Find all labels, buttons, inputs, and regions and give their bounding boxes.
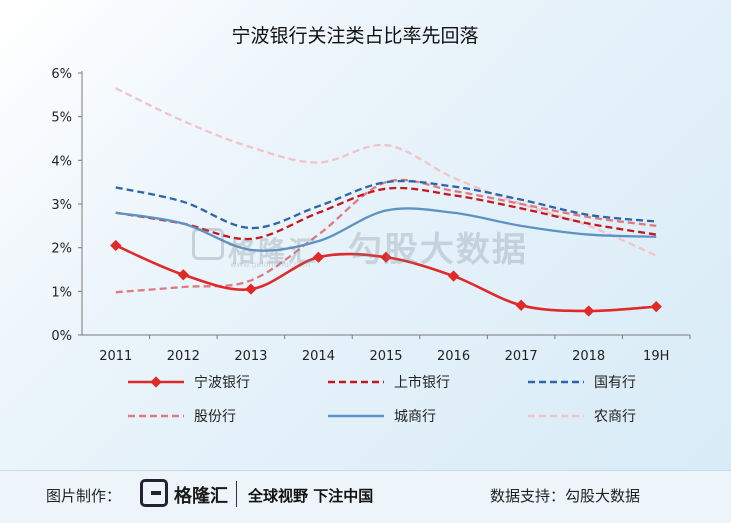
watermark-logo-icon (192, 228, 224, 260)
y-tick-label: 1% (51, 285, 72, 300)
legend-label: 国有行 (594, 375, 636, 391)
legend-marker (150, 376, 162, 388)
data-point (583, 305, 595, 317)
y-tick-label: 6% (51, 67, 72, 82)
x-tick-label: 19H (643, 349, 669, 364)
series-line (115, 178, 657, 294)
gelonghui-logo-icon (140, 479, 168, 507)
data-point (447, 270, 460, 282)
logo-text: 格隆汇 (174, 486, 228, 507)
slogan: 全球视野 下注中国 (248, 487, 374, 505)
chart-axes: 0% 1% 2% 3% 4% 5% 6% 2011 2012 2013 2014 2015 2016 20… (51, 67, 691, 364)
data-point (245, 283, 257, 295)
series-line (115, 207, 657, 252)
watermark-brand: 格隆汇 (228, 235, 319, 268)
y-tick-label: 4% (51, 154, 72, 169)
watermark-url: www.gelonghui.com (230, 260, 311, 269)
legend-label: 宁波银行 (194, 374, 250, 391)
chart-title: 宁波银行关注类占比率先回落 (231, 25, 478, 47)
data-point (515, 299, 527, 311)
credit-label: 图片制作： (46, 487, 122, 505)
x-tick-label: 2014 (302, 349, 335, 364)
y-tick-label: 3% (51, 198, 72, 213)
x-tick-label: 2013 (234, 349, 267, 364)
series-line (115, 179, 657, 230)
footer: 图片制作： 格隆汇 全球视野 下注中国 数据支持：勾股大数据 (0, 470, 731, 523)
line-chart: 宁波银行关注类占比率先回落 0% 1% 2% 3% 4% 5% 6% 2011 2012 2013… (51, 25, 691, 425)
y-tick-label: 0% (51, 329, 72, 344)
y-tick-label: 2% (51, 242, 72, 257)
x-tick-label: 2015 (369, 349, 402, 364)
data-support: 数据支持：勾股大数据 (490, 485, 640, 506)
watermark-partner: 勾股大数据 (347, 230, 528, 270)
x-tick-label: 2017 (505, 349, 538, 364)
x-tick-label: 2016 (437, 349, 470, 364)
series-line (115, 186, 657, 241)
data-point (650, 300, 662, 313)
support-name: 勾股大数据 (565, 487, 641, 505)
data-point (110, 239, 122, 252)
y-tick-label: 5% (51, 111, 72, 126)
watermark: 格隆汇 www.gelonghui.com 勾股大数据 (190, 222, 528, 271)
support-label: 数据支持： (490, 487, 566, 505)
x-tick-label: 2011 (99, 349, 132, 364)
legend-label: 农商行 (594, 409, 636, 425)
x-tick-label: 2012 (167, 349, 200, 364)
legend-label: 股份行 (194, 409, 236, 425)
legend-label: 城商行 (394, 409, 436, 425)
footer-divider (236, 481, 237, 507)
data-point (177, 269, 189, 281)
series-layer (110, 87, 662, 317)
x-tick-label: 2018 (572, 349, 605, 364)
legend-label: 上市银行 (394, 374, 450, 391)
